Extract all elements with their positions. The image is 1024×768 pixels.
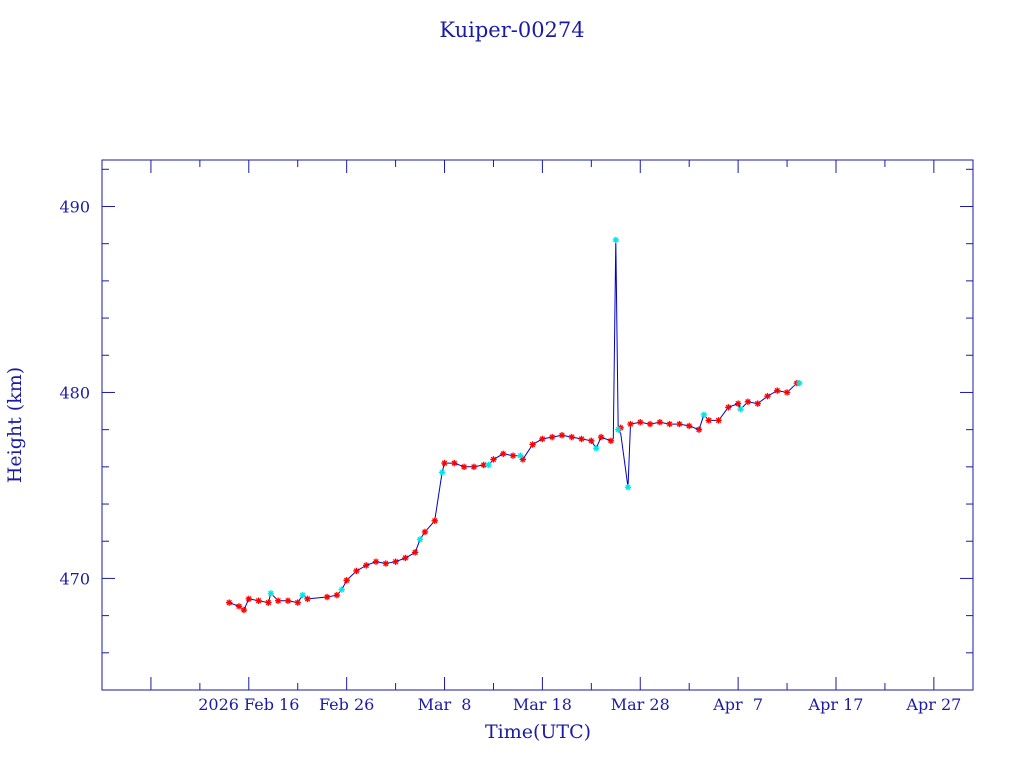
data-point	[588, 437, 595, 445]
data-point	[695, 426, 703, 433]
data-point	[226, 599, 233, 606]
data-point	[764, 392, 771, 400]
data-point	[372, 558, 380, 565]
data-point	[676, 420, 683, 428]
data-point	[255, 597, 262, 604]
data-point	[725, 404, 732, 411]
data-point	[451, 459, 458, 467]
axis-tick-labels: 2026 Feb 16 Feb 26 Mar 8 Mar 18 Mar 28 Apr 7 A…	[59, 197, 961, 714]
axis-ticks	[102, 160, 973, 691]
data-point	[637, 419, 644, 426]
data-point	[480, 461, 487, 469]
series-markers-2	[267, 236, 803, 599]
data-point	[685, 422, 693, 430]
data-point	[656, 419, 664, 426]
data-point	[421, 528, 429, 536]
plot-frame	[101, 159, 974, 691]
data-point	[774, 387, 781, 394]
x-tick-label: Apr 17	[808, 695, 864, 714]
data-point	[744, 398, 752, 405]
data-point	[558, 432, 566, 439]
data-point	[267, 590, 275, 597]
data-point	[568, 433, 575, 441]
data-point	[705, 417, 712, 424]
data-point	[593, 445, 600, 452]
x-tick-label: Feb 26	[319, 695, 374, 714]
data-point	[615, 426, 622, 433]
x-axis-label: Time(UTC)	[485, 721, 591, 743]
data-point	[265, 599, 272, 606]
data-point	[343, 577, 350, 584]
data-point	[294, 599, 301, 606]
x-tick-label: Mar 8	[418, 695, 472, 714]
data-point	[509, 452, 517, 459]
x-tick-label: Apr 27	[905, 695, 961, 714]
data-point	[416, 536, 424, 543]
data-point	[284, 597, 292, 604]
data-point	[299, 591, 306, 599]
data-point	[737, 405, 744, 413]
data-point	[460, 463, 468, 471]
data-point	[382, 560, 390, 567]
x-tick-label: 2026 Feb 16	[198, 695, 299, 714]
data-point	[734, 400, 742, 407]
data-point	[490, 456, 497, 463]
data-point	[796, 379, 803, 387]
data-point	[485, 461, 492, 469]
data-point	[666, 420, 673, 428]
data-point	[783, 389, 791, 396]
data-point	[274, 597, 282, 604]
x-tick-label: Mar 18	[513, 695, 572, 714]
x-tick-label: Mar 28	[611, 695, 670, 714]
y-tick-label: 480	[59, 383, 90, 402]
data-point	[353, 567, 360, 575]
data-point	[500, 450, 507, 458]
data-point	[715, 417, 722, 424]
data-point	[597, 433, 605, 441]
data-layer	[226, 236, 803, 614]
data-point	[333, 591, 341, 599]
data-point	[700, 411, 708, 418]
data-point	[548, 433, 556, 441]
data-point	[539, 435, 546, 443]
data-point	[529, 441, 536, 448]
x-tick-label: Apr 7	[712, 695, 763, 714]
data-point	[235, 603, 243, 610]
data-point	[402, 554, 409, 562]
data-point	[646, 420, 654, 428]
data-point	[578, 435, 585, 443]
y-tick-label: 470	[59, 569, 90, 588]
data-point	[392, 558, 399, 565]
series-markers-1	[226, 379, 801, 614]
data-point	[754, 400, 761, 407]
data-point	[363, 562, 370, 569]
data-point	[245, 595, 252, 603]
data-point	[607, 437, 615, 445]
data-point	[304, 595, 311, 603]
data-point	[470, 463, 478, 471]
series-line	[229, 239, 798, 611]
chart-title: Kuiper-00274	[439, 18, 584, 42]
data-point	[431, 517, 438, 524]
data-point	[438, 469, 446, 476]
y-tick-label: 490	[59, 197, 90, 216]
data-point	[411, 549, 419, 556]
data-point	[323, 593, 331, 601]
data-point	[517, 452, 524, 459]
data-point	[627, 420, 634, 428]
data-point	[441, 459, 448, 467]
data-point	[612, 236, 619, 244]
data-point	[240, 606, 248, 614]
data-point	[624, 484, 632, 491]
y-axis-label: Height (km)	[4, 367, 26, 483]
data-point	[338, 586, 345, 593]
